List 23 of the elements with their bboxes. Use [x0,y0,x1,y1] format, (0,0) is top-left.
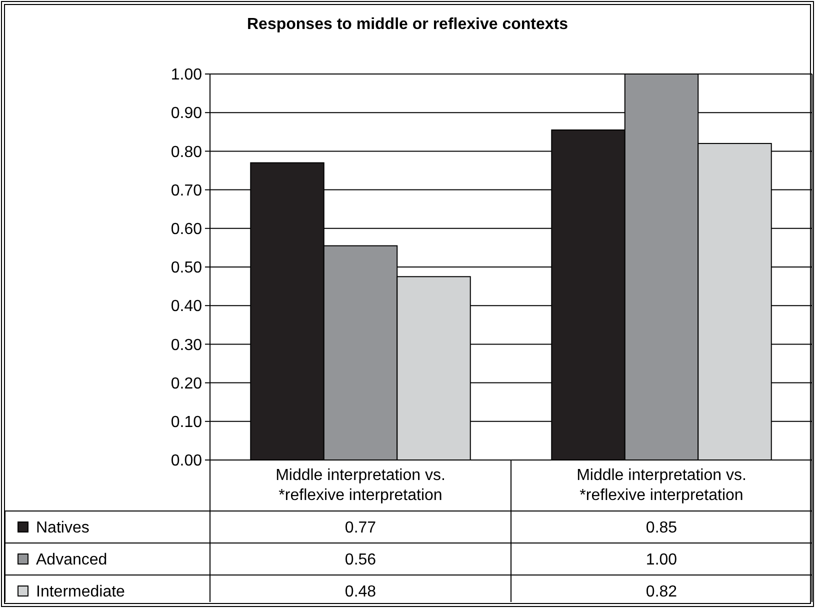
y-tick-label: 0.10 [170,414,202,431]
data-label: 0.85 [646,520,678,537]
legend-label: Natives [36,520,90,537]
y-tick-label: 0.50 [170,260,202,277]
y-tick-label: 0.70 [170,182,202,200]
y-tick-label: 0.40 [170,298,202,316]
y-tick-label: 0.20 [170,375,202,392]
data-label: 0.48 [344,584,376,601]
x-tick-label: Middle interpretation vs. *reflexive interpretation [276,467,446,504]
y-tick-label: 0.60 [170,221,202,238]
legend-label: Advanced [36,552,108,569]
data-label: 1.00 [646,552,678,569]
legend-label: Intermediate [36,584,126,601]
data-label: 0.56 [344,552,376,569]
chart-title: Responses to middle or reflexive contexts [247,16,568,33]
y-tick-label: 0.00 [170,452,202,470]
x-tick-label: Middle interpretation vs. *reflexive interpretation [576,467,746,504]
y-tick-label: 0.90 [170,105,202,122]
data-label: 0.77 [344,520,376,537]
y-tick-label: 1.00 [170,66,202,84]
y-tick-label: 0.80 [170,144,202,161]
y-tick-label: 0.30 [170,336,202,354]
data-label: 0.82 [646,584,678,601]
